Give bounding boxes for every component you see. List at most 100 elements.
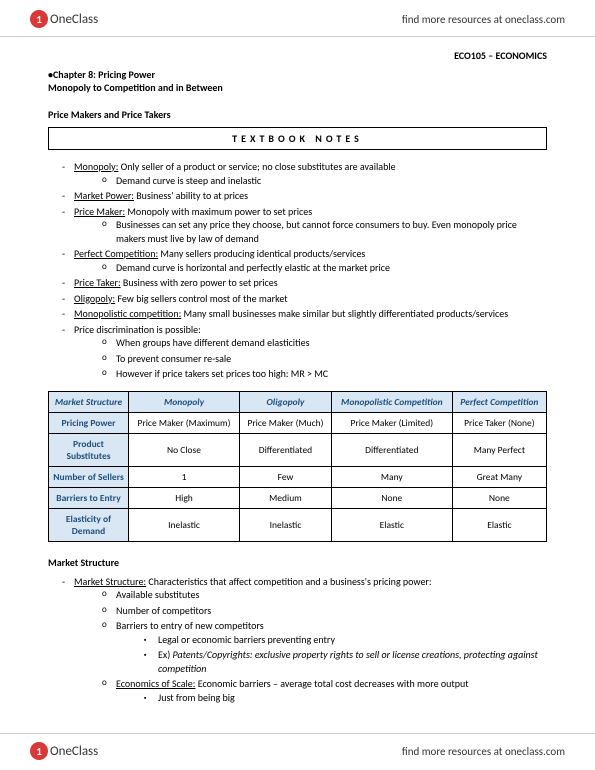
list-item: Available substitutes bbox=[102, 588, 547, 602]
header-link[interactable]: find more resources at oneclass.com bbox=[402, 13, 565, 26]
table-cell: None bbox=[331, 487, 452, 508]
term-text: Characteristics that affect competition … bbox=[146, 575, 431, 588]
list-item: Legal or economic barriers preventing en… bbox=[144, 633, 547, 647]
list-item: Oligopoly: Few big sellers control most … bbox=[62, 292, 547, 306]
table-cell: Price Maker (Maximum) bbox=[129, 412, 240, 433]
list-item: Price discrimination is possible: When g… bbox=[62, 323, 547, 381]
term-text: Economic barriers – average total cost d… bbox=[195, 677, 468, 690]
list-item: Barriers to entry of new competitors Leg… bbox=[102, 619, 547, 675]
section-title: Market Structure bbox=[48, 556, 547, 569]
market-structure-list: Market Structure: Characteristics that a… bbox=[48, 575, 547, 705]
table-header: Market Structure bbox=[49, 391, 129, 412]
market-structure-table: Market Structure Monopoly Oligopoly Mono… bbox=[48, 391, 547, 542]
table-cell: Many Perfect bbox=[452, 433, 546, 466]
chapter-title: •Chapter 8: Pricing Power bbox=[48, 68, 547, 81]
table-cell: Many bbox=[331, 466, 452, 487]
page-header: 1 OneClass find more resources at onecla… bbox=[0, 0, 595, 37]
table-cell: Elastic bbox=[452, 508, 546, 541]
table-cell: Medium bbox=[240, 487, 332, 508]
table-row: Barriers to Entry High Medium None None bbox=[49, 487, 547, 508]
term-text: Few big sellers control most of the mark… bbox=[115, 292, 287, 305]
table-cell: Differentiated bbox=[331, 433, 452, 466]
term: Perfect Competition: bbox=[74, 247, 158, 260]
list-item: Number of competitors bbox=[102, 604, 547, 618]
list-item: Monopoly: Only seller of a product or se… bbox=[62, 160, 547, 187]
row-label: Product Substitutes bbox=[49, 433, 129, 466]
term: Oligopoly: bbox=[74, 292, 115, 305]
table-cell: Inelastic bbox=[240, 508, 332, 541]
footer-link[interactable]: find more resources at oneclass.com bbox=[402, 745, 565, 758]
term-text: Price discrimination is possible: bbox=[74, 323, 201, 336]
row-label: Elasticity of Demand bbox=[49, 508, 129, 541]
table-header: Monopoly bbox=[129, 391, 240, 412]
table-cell: Inelastic bbox=[129, 508, 240, 541]
item-text: Ex) bbox=[158, 648, 173, 661]
list-item: Just from being big bbox=[144, 691, 547, 705]
list-item: Market Power: Business' ability to at pr… bbox=[62, 189, 547, 203]
term: Market Power: bbox=[74, 189, 134, 202]
textbook-notes-box: TEXTBOOK NOTES bbox=[48, 127, 547, 150]
logo: 1 OneClass bbox=[30, 10, 98, 28]
logo-text: OneClass bbox=[50, 744, 98, 759]
table-cell: Price Maker (Much) bbox=[240, 412, 332, 433]
table-cell: Few bbox=[240, 466, 332, 487]
table-header: Perfect Competition bbox=[452, 391, 546, 412]
chapter-subtitle: Monopoly to Competition and in Between bbox=[48, 81, 547, 94]
logo-text: OneClass bbox=[50, 12, 98, 27]
term-text: Business with zero power to set prices bbox=[121, 276, 278, 289]
course-code: ECO105 – ECONOMICS bbox=[48, 49, 547, 62]
term-text: Business' ability to at prices bbox=[134, 189, 248, 202]
table-row: Pricing Power Price Maker (Maximum) Pric… bbox=[49, 412, 547, 433]
table-cell: Differentiated bbox=[240, 433, 332, 466]
list-item: Demand curve is horizontal and perfectly… bbox=[102, 261, 547, 275]
term: Monopoly: bbox=[74, 160, 118, 173]
item-text: Barriers to entry of new competitors bbox=[116, 619, 264, 632]
list-item: Price Maker: Monopoly with maximum power… bbox=[62, 205, 547, 246]
list-item: To prevent consumer re-sale bbox=[102, 352, 547, 366]
table-row: Number of Sellers 1 Few Many Great Many bbox=[49, 466, 547, 487]
table-cell: Price Taker (None) bbox=[452, 412, 546, 433]
table-row: Elasticity of Demand Inelastic Inelastic… bbox=[49, 508, 547, 541]
term: Price Maker: bbox=[74, 205, 125, 218]
term-text: Only seller of a product or service; no … bbox=[118, 160, 395, 173]
list-item: Monopolistic competition: Many small bus… bbox=[62, 307, 547, 321]
list-item: However if price takers set prices too h… bbox=[102, 367, 547, 381]
term: Monopolistic competition: bbox=[74, 307, 181, 320]
row-label: Barriers to Entry bbox=[49, 487, 129, 508]
logo-icon: 1 bbox=[30, 742, 48, 760]
row-label: Number of Sellers bbox=[49, 466, 129, 487]
list-item: Demand curve is steep and inelastic bbox=[102, 174, 547, 188]
term-text: Monopoly with maximum power to set price… bbox=[125, 205, 312, 218]
term: Price Taker: bbox=[74, 276, 121, 289]
notes-list: Monopoly: Only seller of a product or se… bbox=[48, 160, 547, 381]
table-cell: Elastic bbox=[331, 508, 452, 541]
table-row: Product Substitutes No Close Differentia… bbox=[49, 433, 547, 466]
table-header: Oligopoly bbox=[240, 391, 332, 412]
list-item: Businesses can set any price they choose… bbox=[102, 218, 547, 245]
term-text: Many sellers producing identical product… bbox=[158, 247, 365, 260]
table-cell: Price Maker (Limited) bbox=[331, 412, 452, 433]
page-footer: 1 OneClass find more resources at onecla… bbox=[0, 733, 595, 770]
list-item: When groups have different demand elasti… bbox=[102, 336, 547, 350]
section-title: Price Makers and Price Takers bbox=[48, 108, 547, 121]
italic-text: Patents/Copyrights: exclusive property r… bbox=[158, 648, 538, 675]
table-cell: None bbox=[452, 487, 546, 508]
list-item: Perfect Competition: Many sellers produc… bbox=[62, 247, 547, 274]
term: Market Structure: bbox=[74, 575, 146, 588]
table-cell: No Close bbox=[129, 433, 240, 466]
list-item: Price Taker: Business with zero power to… bbox=[62, 276, 547, 290]
table-header: Monopolistic Competition bbox=[331, 391, 452, 412]
table-header-row: Market Structure Monopoly Oligopoly Mono… bbox=[49, 391, 547, 412]
list-item: Ex) Patents/Copyrights: exclusive proper… bbox=[144, 648, 547, 675]
row-label: Pricing Power bbox=[49, 412, 129, 433]
list-item: Market Structure: Characteristics that a… bbox=[62, 575, 547, 705]
table-cell: 1 bbox=[129, 466, 240, 487]
logo-icon: 1 bbox=[30, 10, 48, 28]
term-text: Many small businesses make similar but s… bbox=[181, 307, 508, 320]
logo: 1 OneClass bbox=[30, 742, 98, 760]
table-cell: High bbox=[129, 487, 240, 508]
page-content: ECO105 – ECONOMICS •Chapter 8: Pricing P… bbox=[0, 37, 595, 704]
term: Economics of Scale: bbox=[116, 677, 195, 690]
table-cell: Great Many bbox=[452, 466, 546, 487]
list-item: Economics of Scale: Economic barriers – … bbox=[102, 677, 547, 704]
